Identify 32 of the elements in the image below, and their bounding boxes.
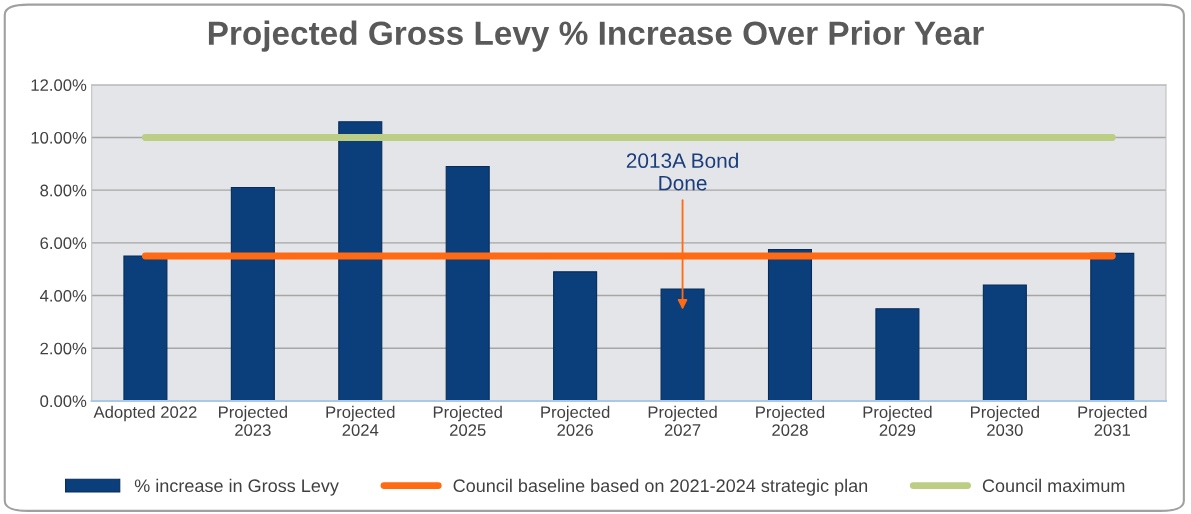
annotation: 2013A Bond Done [626,152,738,191]
bar [875,308,920,401]
bar [982,284,1027,401]
x-tick-label: Projected 2023 [219,405,287,436]
x-tick-label: Projected 2025 [433,405,502,436]
chart-title: Projected Gross Levy % Increase Over Prior Year [208,20,984,52]
x-tick-label: Projected 2026 [541,405,610,436]
y-tick-label: 8.00% [40,184,87,197]
x-tick-label: Projected 2030 [971,405,1039,436]
bar [445,165,490,401]
legend-label: Council baseline based on 2021-2024 strategic plan [453,478,868,496]
x-tick-label: Projected 2028 [756,405,825,436]
x-tick-label: Adopted 2022 [93,405,197,422]
legend-label: % increase in Gross Levy [134,478,339,496]
y-tick-label: 10.00% [31,131,87,144]
bar [123,255,168,401]
y-tick-label: 12.00% [31,79,87,92]
y-tick-label: 0.00% [40,395,87,408]
x-tick-label: Projected 2027 [648,405,717,436]
legend-label: Council maximum [982,478,1125,493]
y-tick-label: 2.00% [40,342,87,355]
bar [553,271,598,401]
y-tick-label: 6.00% [40,237,87,250]
x-tick-label: Projected 2031 [1078,405,1147,436]
y-tick-label: 4.00% [39,289,87,302]
bar [767,248,813,401]
x-tick-label: Projected 2029 [863,405,932,436]
bar [1090,252,1135,401]
bar [230,186,275,401]
x-tick-label: Projected 2024 [326,405,395,436]
bar [338,121,383,401]
bar [660,288,705,401]
